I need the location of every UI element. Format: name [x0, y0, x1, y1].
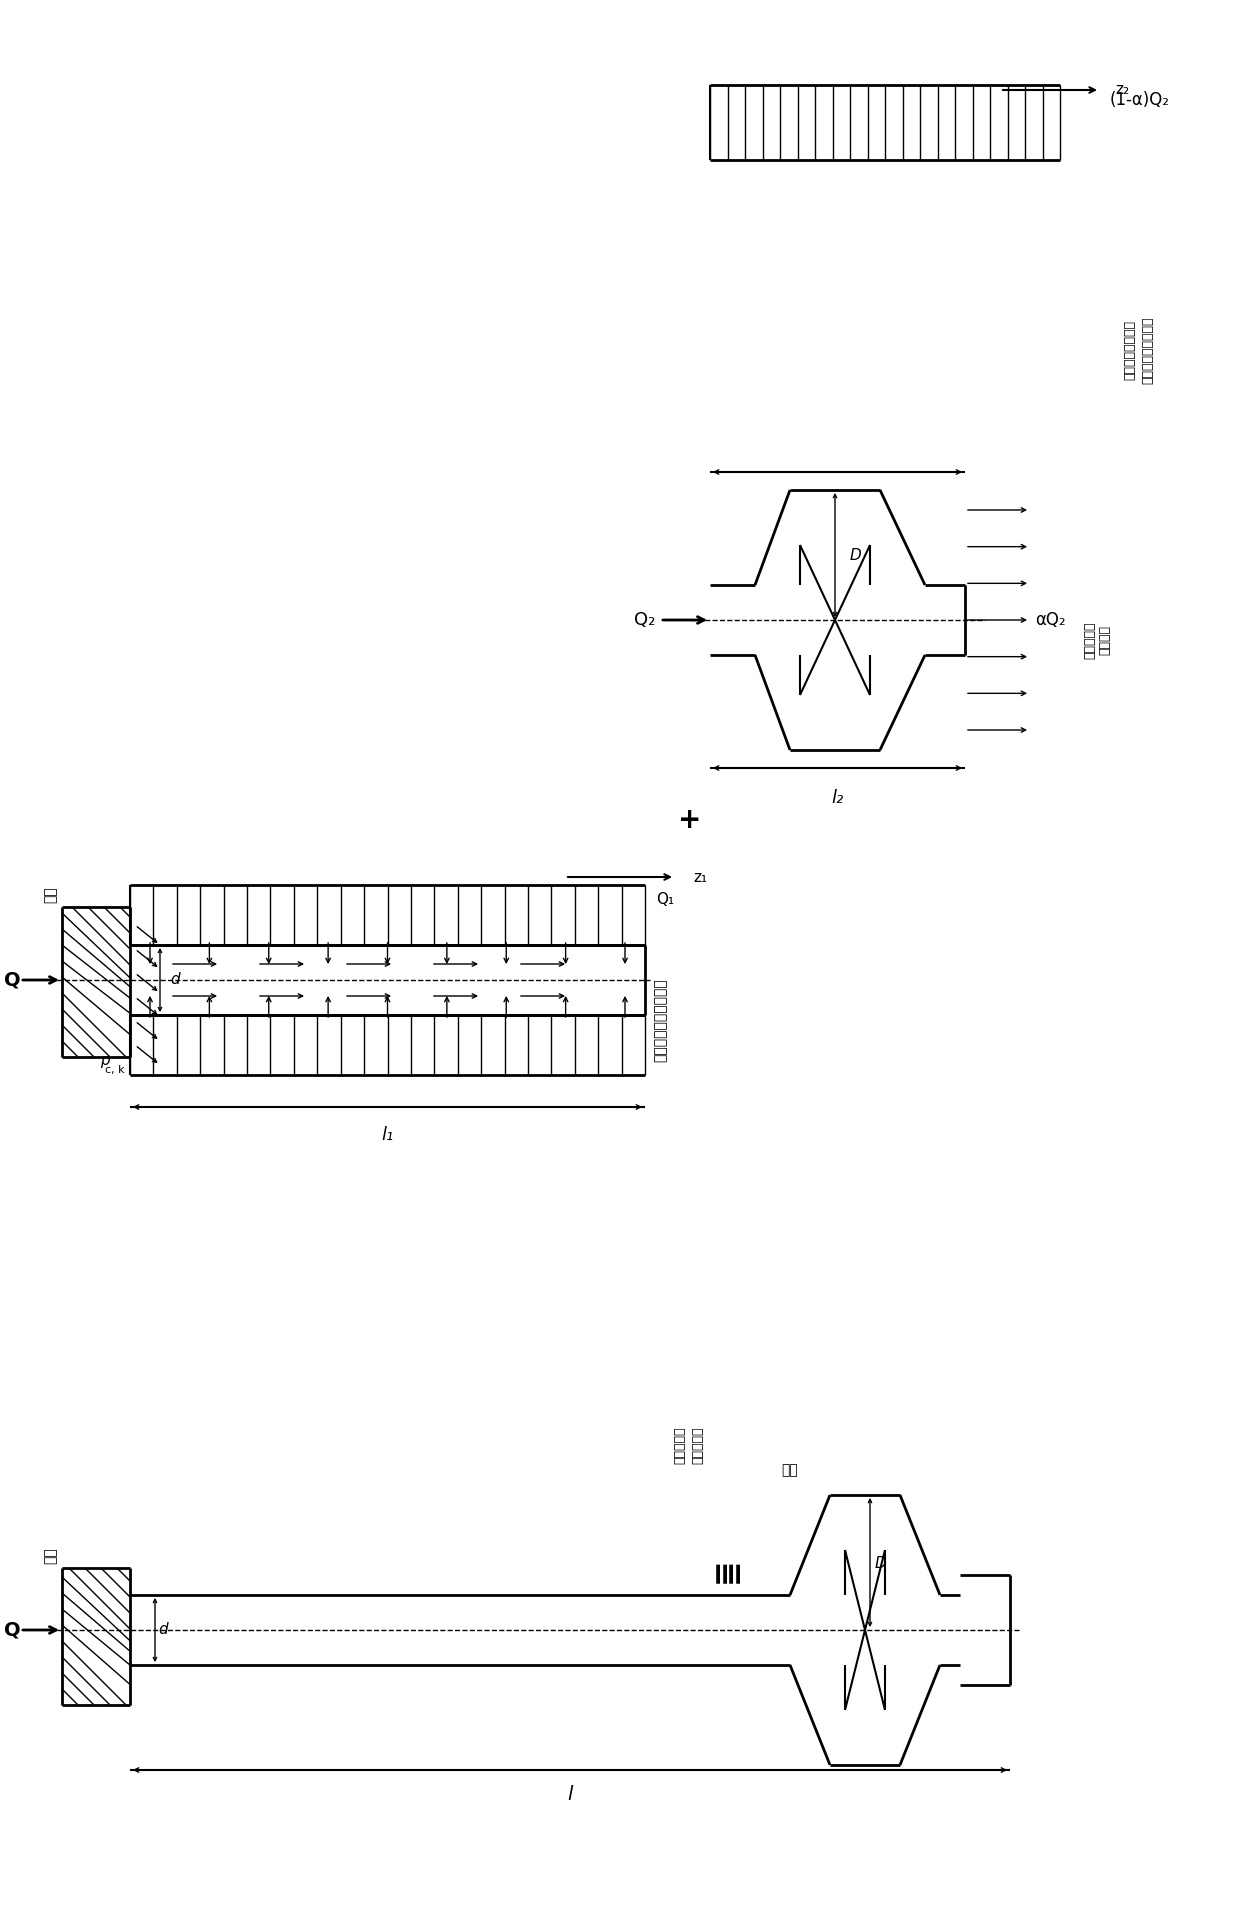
Text: z₁: z₁	[693, 869, 707, 884]
Text: 承台: 承台	[43, 1548, 57, 1563]
Text: c, k: c, k	[105, 1065, 125, 1075]
Text: d: d	[170, 972, 180, 987]
Text: αQ₂: αQ₂	[1034, 611, 1065, 628]
Text: d: d	[159, 1623, 167, 1638]
Text: 支盘: 支盘	[781, 1462, 799, 1478]
Text: p: p	[100, 1052, 110, 1067]
Text: Q₁: Q₁	[656, 893, 675, 907]
Text: l₁: l₁	[381, 1126, 393, 1143]
Text: l: l	[568, 1785, 573, 1804]
Text: Q₂: Q₂	[635, 611, 656, 628]
Text: 桩端均匀分: 桩端均匀分	[1084, 620, 1096, 659]
Text: D: D	[874, 1556, 885, 1571]
Text: 沿桩身均匀分布侧阻力: 沿桩身均匀分布侧阻力	[653, 977, 667, 1061]
Text: =: =	[718, 1558, 748, 1583]
Text: z₂: z₂	[1115, 82, 1130, 97]
Text: 挤扩支盘后: 挤扩支盘后	[673, 1426, 687, 1464]
Text: =: =	[706, 1558, 734, 1583]
Text: 沿挤扩支盘外沿轮: 沿挤扩支盘外沿轮	[1123, 321, 1137, 380]
Text: 廓面均匀分布侧阻力: 廓面均匀分布侧阻力	[1142, 317, 1154, 384]
Text: l₂: l₂	[831, 788, 843, 808]
Text: 注浆灌注桩: 注浆灌注桩	[692, 1426, 704, 1464]
Text: (1-α)Q₂: (1-α)Q₂	[1110, 92, 1171, 109]
Text: 承台: 承台	[43, 886, 57, 903]
Text: 布端阻力: 布端阻力	[1099, 624, 1111, 655]
Text: +: +	[678, 806, 702, 834]
Text: Q: Q	[4, 1621, 20, 1640]
Text: Q: Q	[4, 970, 20, 989]
Text: D: D	[849, 548, 861, 563]
